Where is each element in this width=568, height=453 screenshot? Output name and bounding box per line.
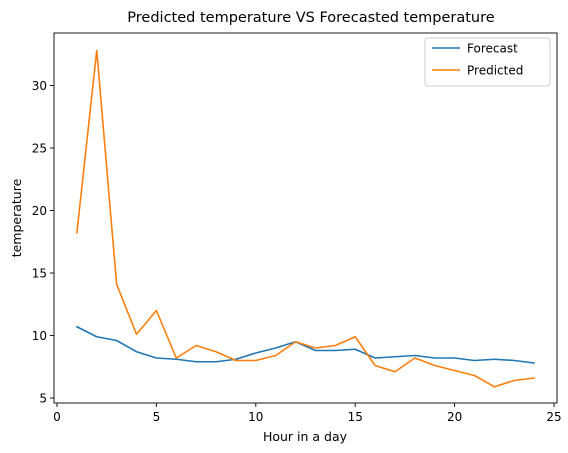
- legend-box: [424, 37, 551, 87]
- y-tick-label: 15: [32, 267, 47, 281]
- plot-frame: [53, 32, 558, 404]
- x-tick-label: 20: [447, 410, 462, 424]
- legend-label-predicted: Predicted: [467, 64, 523, 78]
- y-tick-label: 5: [39, 392, 47, 406]
- x-axis-label: Hour in a day: [263, 429, 348, 444]
- legend-entries: Forecast Predicted: [432, 42, 523, 78]
- y-tick-label: 20: [32, 204, 47, 218]
- x-tick-label: 5: [153, 410, 161, 424]
- x-axis: 0 5 10 15 20 25: [53, 403, 562, 424]
- y-tick-label: 30: [32, 79, 47, 93]
- x-tick-label: 0: [53, 410, 61, 424]
- legend-label-forecast: Forecast: [467, 42, 518, 56]
- y-tick-label: 10: [32, 329, 47, 343]
- x-tick-label: 15: [348, 410, 363, 424]
- series-line-forecast: [76, 325, 535, 364]
- legend: Forecast Predicted: [424, 37, 551, 87]
- series-line-predicted: [76, 49, 535, 388]
- y-axis-label: temperature: [9, 178, 24, 257]
- chart-title: Predicted temperature VS Forecasted temp…: [127, 10, 494, 26]
- series-lines: [76, 49, 535, 388]
- y-tick-label: 25: [32, 142, 47, 156]
- y-axis: 5 10 15 20 25 30: [32, 79, 54, 406]
- x-tick-label: 25: [546, 410, 561, 424]
- x-tick-label: 10: [248, 410, 263, 424]
